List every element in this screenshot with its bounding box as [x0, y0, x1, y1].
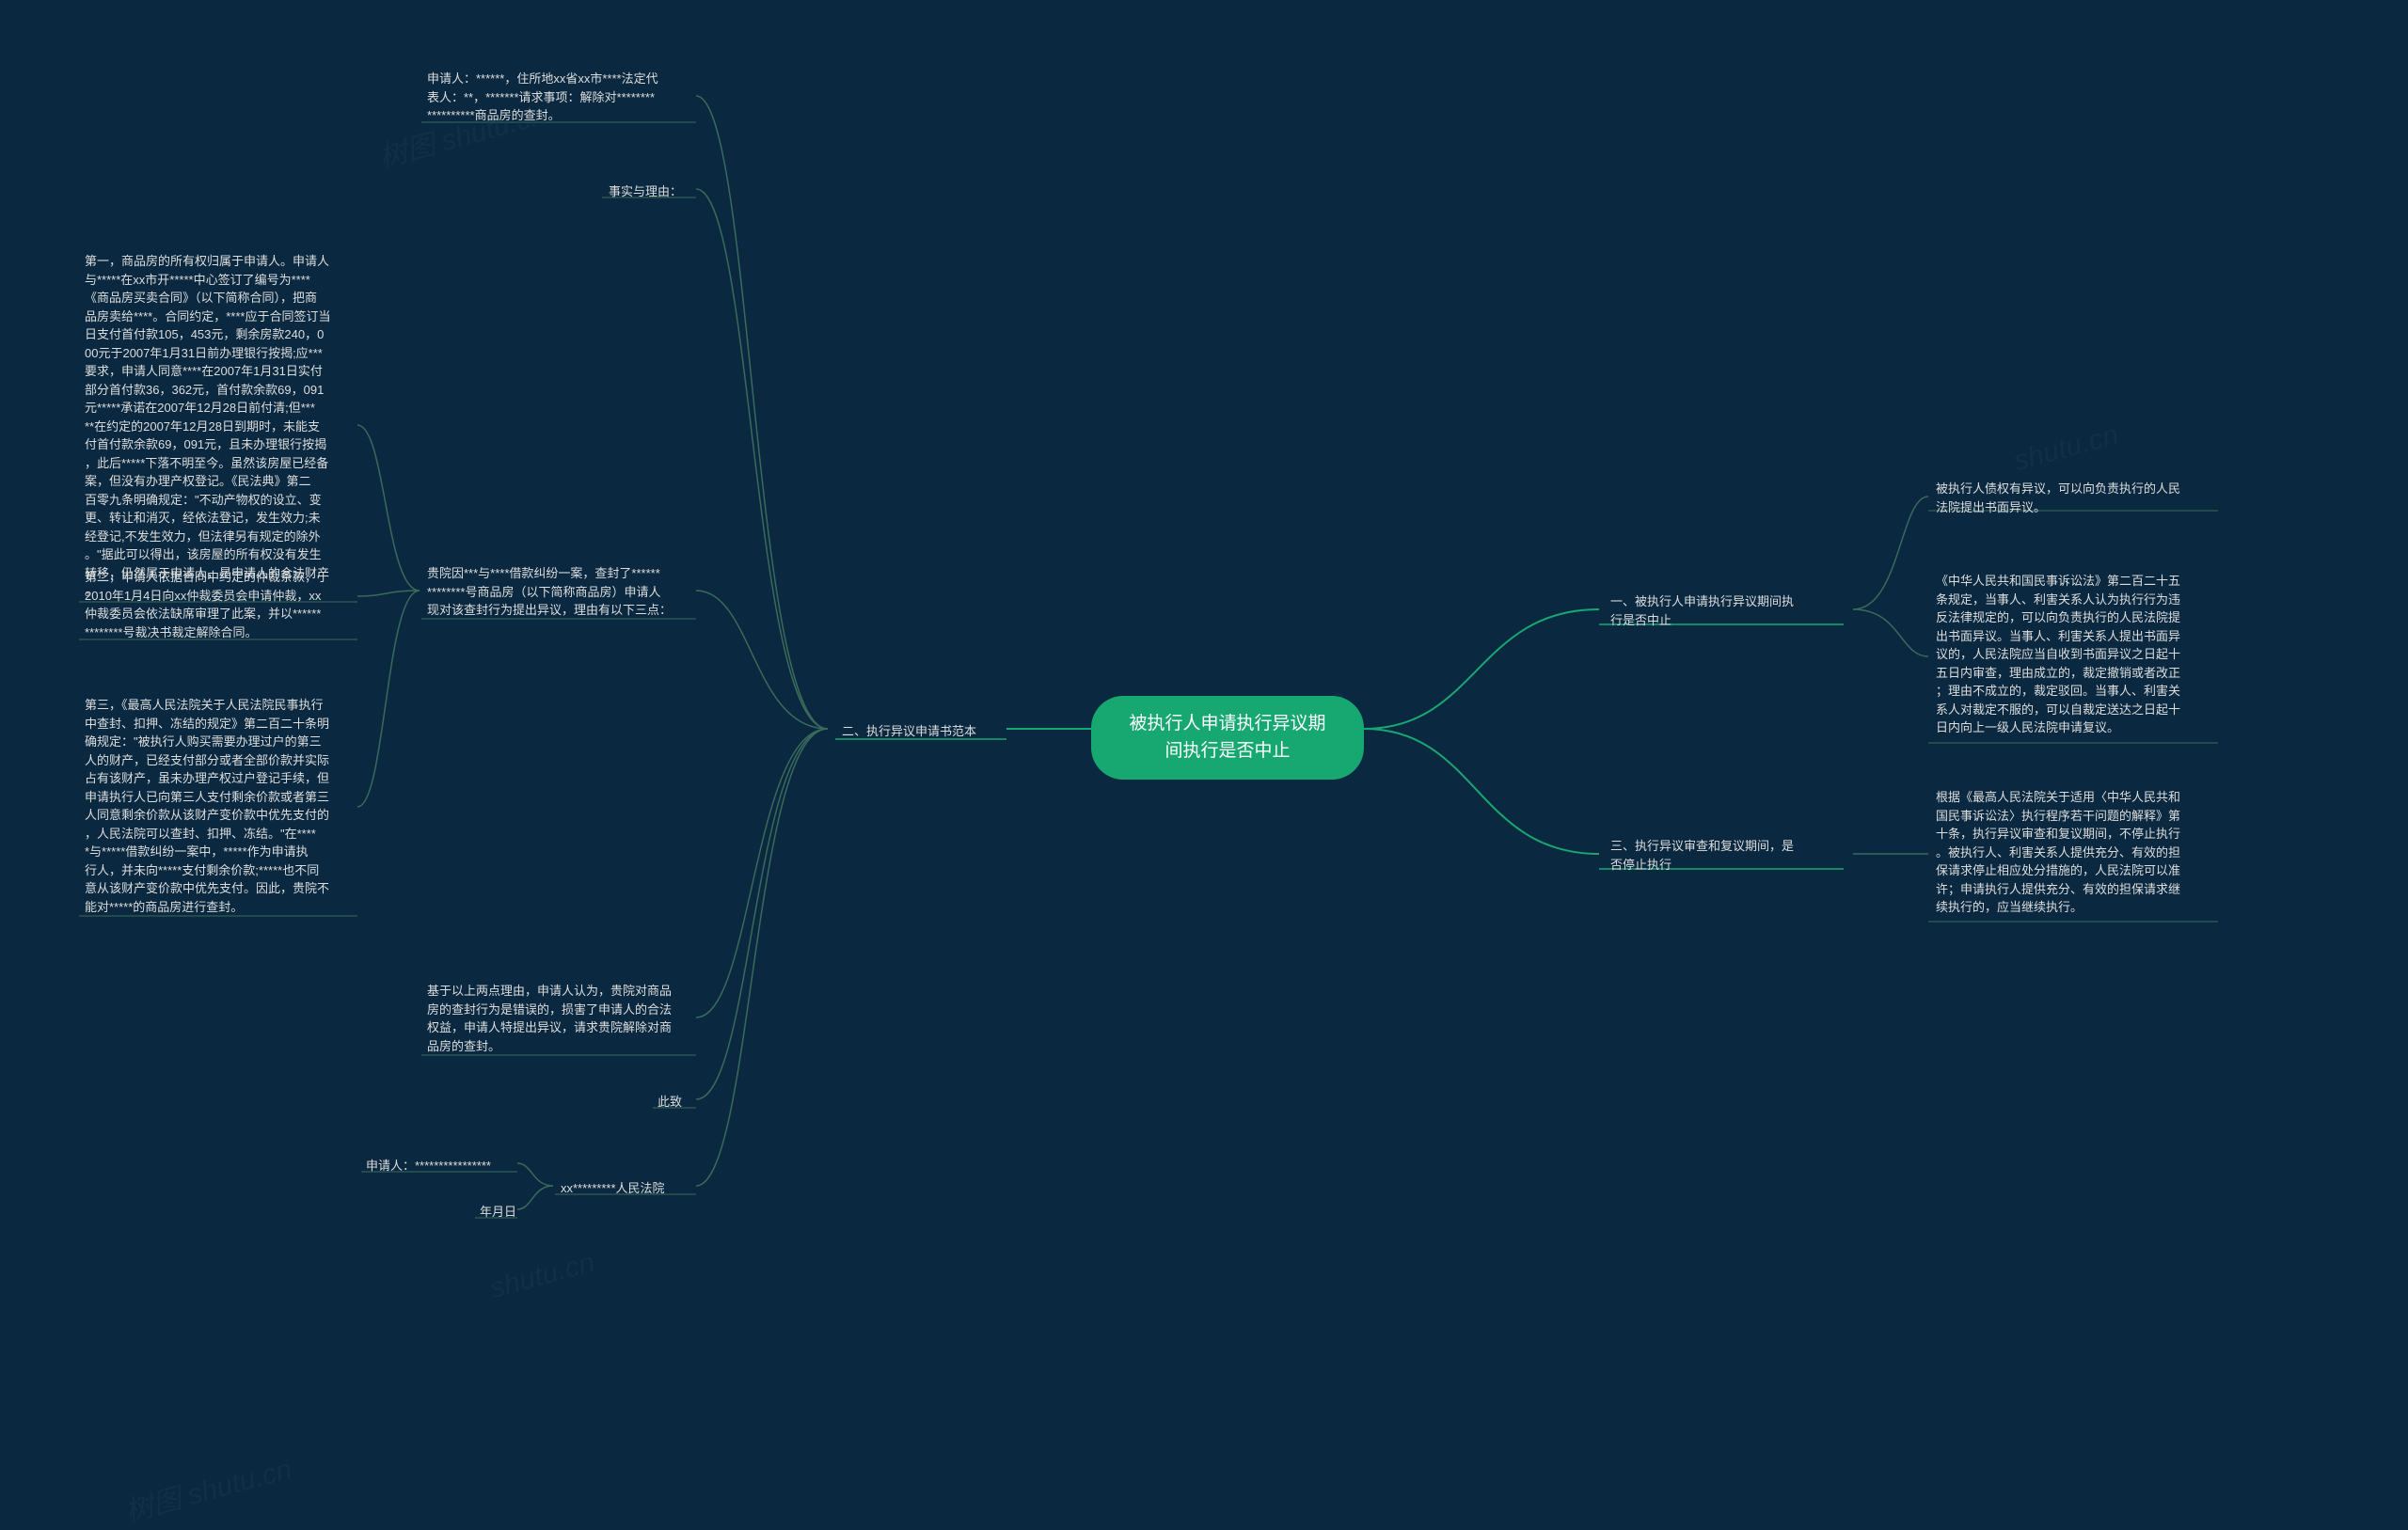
- leaf-l2f: xx*********人民法院: [561, 1179, 665, 1198]
- leaf-r1a: 被执行人债权有异议，可以向负责执行的人民法院提出书面异议。: [1936, 480, 2227, 516]
- center-topic: 被执行人申请执行异议期间执行是否中止: [1091, 696, 1364, 780]
- leaf-l2c: 贵院因***与****借款纠纷一案，查封了**************号商品房（…: [427, 564, 709, 620]
- leaf-r2a: 根据《最高人民法院关于适用〈中华人民共和国民事诉讼法〉执行程序若干问题的解释》第…: [1936, 788, 2227, 917]
- branch-l2: 二、执行异议申请书范本: [842, 722, 976, 741]
- leaf-l2c2: 第二，申请人依据合同中约定的仲裁条款，于2010年1月4日向xx仲裁委员会申请仲…: [85, 568, 367, 641]
- leaf-l2b: 事实与理由：: [609, 182, 682, 201]
- leaf-l2d: 基于以上两点理由，申请人认为，贵院对商品房的查封行为是错误的，损害了申请人的合法…: [427, 982, 709, 1055]
- leaf-l2f2: 年月日: [480, 1203, 516, 1222]
- leaf-l2f1: 申请人：****************: [366, 1157, 491, 1175]
- branch-r1: 一、被执行人申请执行异议期间执行是否中止: [1610, 592, 1846, 629]
- leaf-l2a: 申请人：******，住所地xx省xx市****法定代表人：**，*******…: [427, 70, 709, 125]
- leaf-r1b: 《中华人民共和国民事诉讼法》第二百二十五条规定，当事人、利害关系人认为执行行为违…: [1936, 572, 2227, 737]
- leaf-l2c3: 第三，《最高人民法院关于人民法院民事执行中查封、扣押、冻结的规定》第二百二十条明…: [85, 696, 367, 916]
- leaf-l2e: 此致: [657, 1093, 682, 1112]
- leaf-l2c1: 第一，商品房的所有权归属于申请人。申请人与*****在xx市开*****中心签订…: [85, 252, 367, 601]
- branch-r2: 三、执行异议审查和复议期间，是否停止执行: [1610, 837, 1846, 874]
